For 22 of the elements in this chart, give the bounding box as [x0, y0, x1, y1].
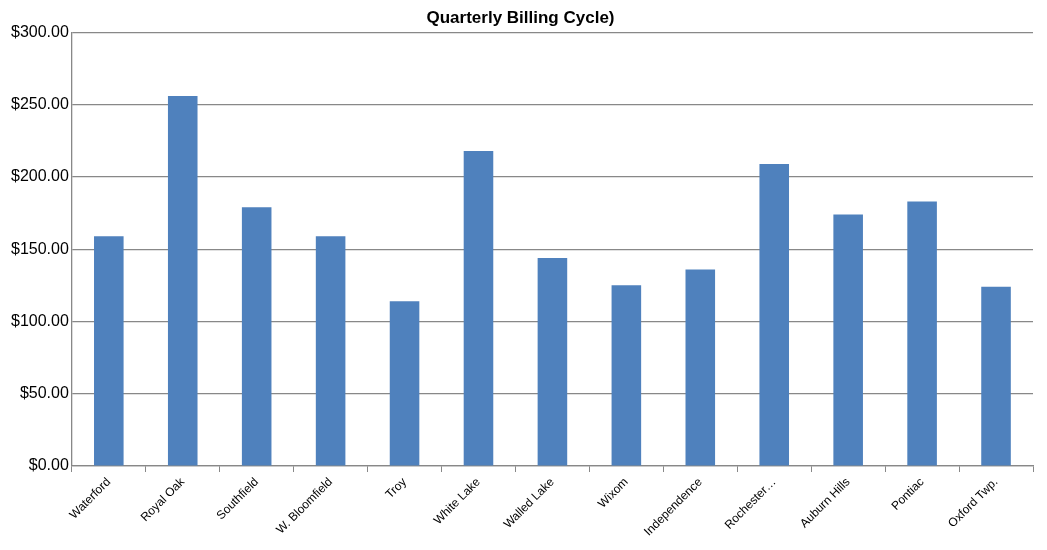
y-tick-label: $100.00: [10, 311, 69, 329]
bar: [315, 236, 346, 466]
bar: [611, 285, 642, 466]
bar: [241, 207, 272, 466]
bar: [167, 96, 198, 466]
bar: [94, 236, 124, 466]
bar: [759, 163, 790, 466]
x-tick-label: Troy: [382, 474, 410, 502]
bar: [463, 150, 494, 466]
bar: [981, 286, 1011, 466]
y-tick-label: $200.00: [10, 167, 69, 185]
chart-title: Quarterly Billing Cycle): [426, 7, 615, 27]
bar: [685, 269, 716, 466]
bar: [907, 201, 937, 466]
y-tick-label: $150.00: [10, 239, 69, 257]
bar: [537, 257, 568, 466]
y-tick-label: $300.00: [10, 22, 69, 40]
y-tick-label: $50.00: [19, 384, 69, 402]
y-tick-label: $0.00: [28, 456, 69, 474]
bar: [389, 301, 420, 466]
y-tick-label: $250.00: [10, 95, 69, 113]
bar: [833, 214, 863, 466]
